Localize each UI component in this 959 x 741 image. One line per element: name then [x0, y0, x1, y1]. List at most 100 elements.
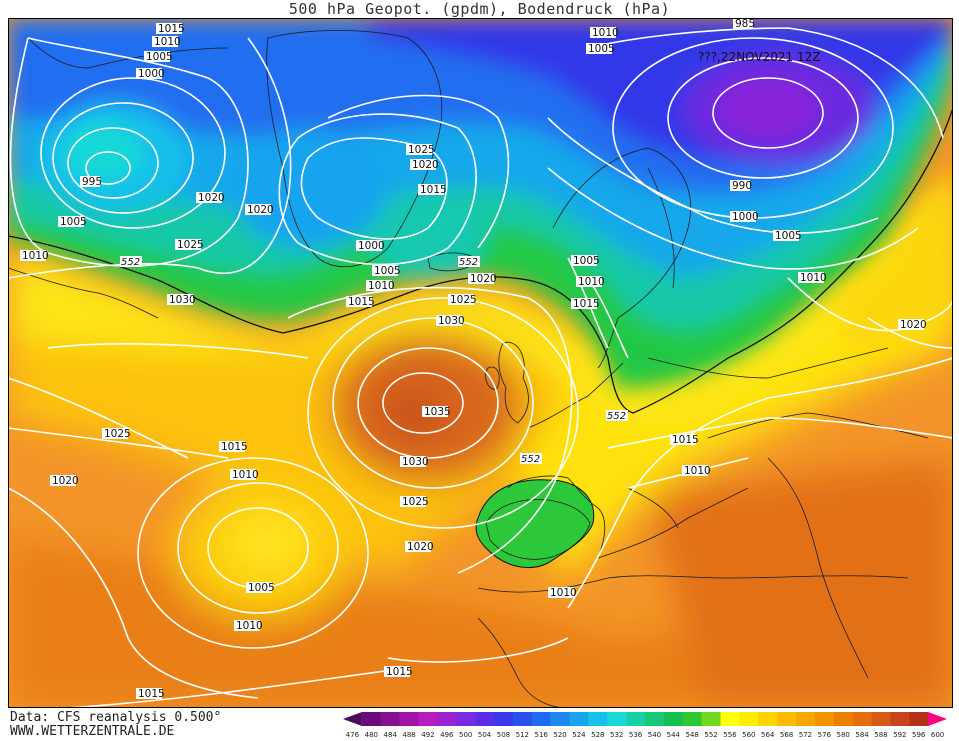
pressure-label-text: 1035 [424, 406, 451, 418]
pressure-label: 1030 [167, 294, 196, 306]
scale-swatch [512, 712, 533, 726]
scale-label: 488 [402, 731, 415, 739]
scale-swatch [399, 712, 419, 726]
pressure-label: 1015 [418, 184, 447, 196]
scale-label: 516 [535, 731, 549, 739]
map-title: 500 hPa Geopot. (gpdm), Bodendruck (hPa) [288, 0, 671, 18]
height-label-text: 552 [459, 257, 478, 268]
isobars [8, 27, 953, 708]
pressure-label: 1010 [366, 280, 395, 292]
data-source: Data: CFS reanalysis 0.500° [10, 710, 222, 725]
scale-label: 560 [742, 731, 755, 739]
pressure-label-text: 1010 [592, 27, 619, 39]
pressure-label-text: 1030 [402, 456, 429, 468]
pressure-label: 1010 [152, 36, 181, 48]
pressure-label-text: 1020 [412, 159, 439, 171]
scale-label: 536 [629, 731, 643, 739]
scale-label: 480 [365, 731, 378, 739]
footer: Data: CFS reanalysis 0.500° WWW.WETTERZE… [10, 711, 221, 739]
scale-label: 588 [874, 731, 887, 739]
scale-swatch [852, 712, 872, 726]
pressure-label: 1020 [898, 319, 927, 331]
scale-swatch [663, 712, 684, 726]
pressure-label: 1020 [468, 273, 497, 285]
weather-map: 1015 1010 1005 1000 995 1005 1010 1020 1… [8, 18, 953, 708]
pressure-label-text: 1025 [177, 239, 204, 251]
pressure-label: 1000 [356, 240, 385, 252]
scale-label: 600 [931, 731, 944, 739]
geopotential-552-line [8, 107, 953, 414]
scale-labels: 476 480 484 488 492 496 500 504 508 512 516 520 524 5… [346, 731, 945, 739]
pressure-label: 1005 [586, 43, 615, 55]
scale-label: 532 [610, 731, 623, 739]
pressure-label-text: 1005 [60, 216, 87, 228]
pressure-label-text: 990 [732, 180, 752, 192]
pressure-label: 1000 [730, 211, 759, 223]
scale-label: 596 [912, 731, 926, 739]
scale-label: 568 [780, 731, 793, 739]
scale-swatch [701, 712, 721, 726]
pressure-label: 1020 [245, 204, 274, 216]
pressure-label-text: 1015 [386, 666, 413, 678]
pressure-label: 1010 [590, 27, 619, 39]
pressure-label: 1010 [682, 465, 711, 477]
scale-swatch [758, 712, 778, 726]
scale-swatch [626, 712, 646, 726]
scale-label: 524 [572, 731, 586, 739]
scale-label: 520 [553, 731, 566, 739]
pressure-label-text: 1020 [52, 475, 79, 487]
scale-swatch [739, 712, 759, 726]
scale-swatch [437, 712, 457, 726]
pressure-label: 1010 [20, 250, 49, 262]
pressure-label: 1010 [548, 587, 577, 599]
pressure-label-text: 1015 [420, 184, 447, 196]
scale-swatch [928, 712, 947, 726]
scale-swatch [494, 712, 514, 726]
scale-swatch [588, 712, 608, 726]
scale-label: 504 [478, 731, 492, 739]
pressure-label-text: 1010 [22, 250, 49, 262]
scale-swatch [380, 712, 400, 726]
scale-swatch [343, 712, 362, 726]
pressure-label-text: 1005 [374, 265, 401, 277]
website: WWW.WETTERZENTRALE.DE [10, 724, 175, 739]
pressure-label: 1025 [406, 144, 435, 156]
pressure-label-text: 1020 [470, 273, 497, 285]
pressure-label: 1010 [798, 272, 827, 284]
scale-swatch [569, 712, 589, 726]
pressure-label-text: 1030 [438, 315, 465, 327]
pressure-label: 1010 [230, 469, 259, 481]
scale-swatch [456, 712, 476, 726]
pressure-label-text: 1020 [198, 192, 225, 204]
pressure-label: 1005 [58, 216, 87, 228]
scale-swatch [361, 712, 382, 726]
pressure-label: 1000 [136, 68, 165, 80]
pressure-label: 1025 [400, 496, 429, 508]
pressure-label-text: 1015 [221, 441, 248, 453]
pressure-label-text: 1000 [732, 211, 759, 223]
pressure-labels: 1015 1010 1005 1000 995 1005 1010 1020 1… [20, 18, 927, 700]
pressure-label-text: 1020 [247, 204, 274, 216]
pressure-label: 1015 [346, 296, 375, 308]
pressure-label-text: 985 [735, 18, 755, 30]
pressure-label-text: 1005 [248, 582, 275, 594]
pressure-label-text: 1010 [236, 620, 263, 632]
color-scale: 476 480 484 488 492 496 500 504 508 512 516 520 524 5… [343, 712, 947, 739]
pressure-label-text: 1015 [158, 23, 185, 35]
scale-swatches [343, 712, 947, 726]
scale-swatch [682, 712, 702, 726]
pressure-label-text: 1005 [146, 51, 173, 63]
scale-label: 500 [459, 731, 472, 739]
scale-label: 556 [723, 731, 737, 739]
pressure-label: 985 [733, 18, 755, 30]
scale-swatch [833, 712, 853, 726]
height-label: 552 [458, 256, 480, 268]
pressure-label: 1010 [576, 276, 605, 288]
pressure-label-text: 1015 [138, 688, 165, 700]
scale-label: 508 [497, 731, 510, 739]
pressure-label: 1005 [372, 265, 401, 277]
pressure-label: 1005 [246, 582, 275, 594]
pressure-label: 1015 [571, 298, 600, 310]
scale-swatch [645, 712, 665, 726]
scale-swatch [531, 712, 551, 726]
